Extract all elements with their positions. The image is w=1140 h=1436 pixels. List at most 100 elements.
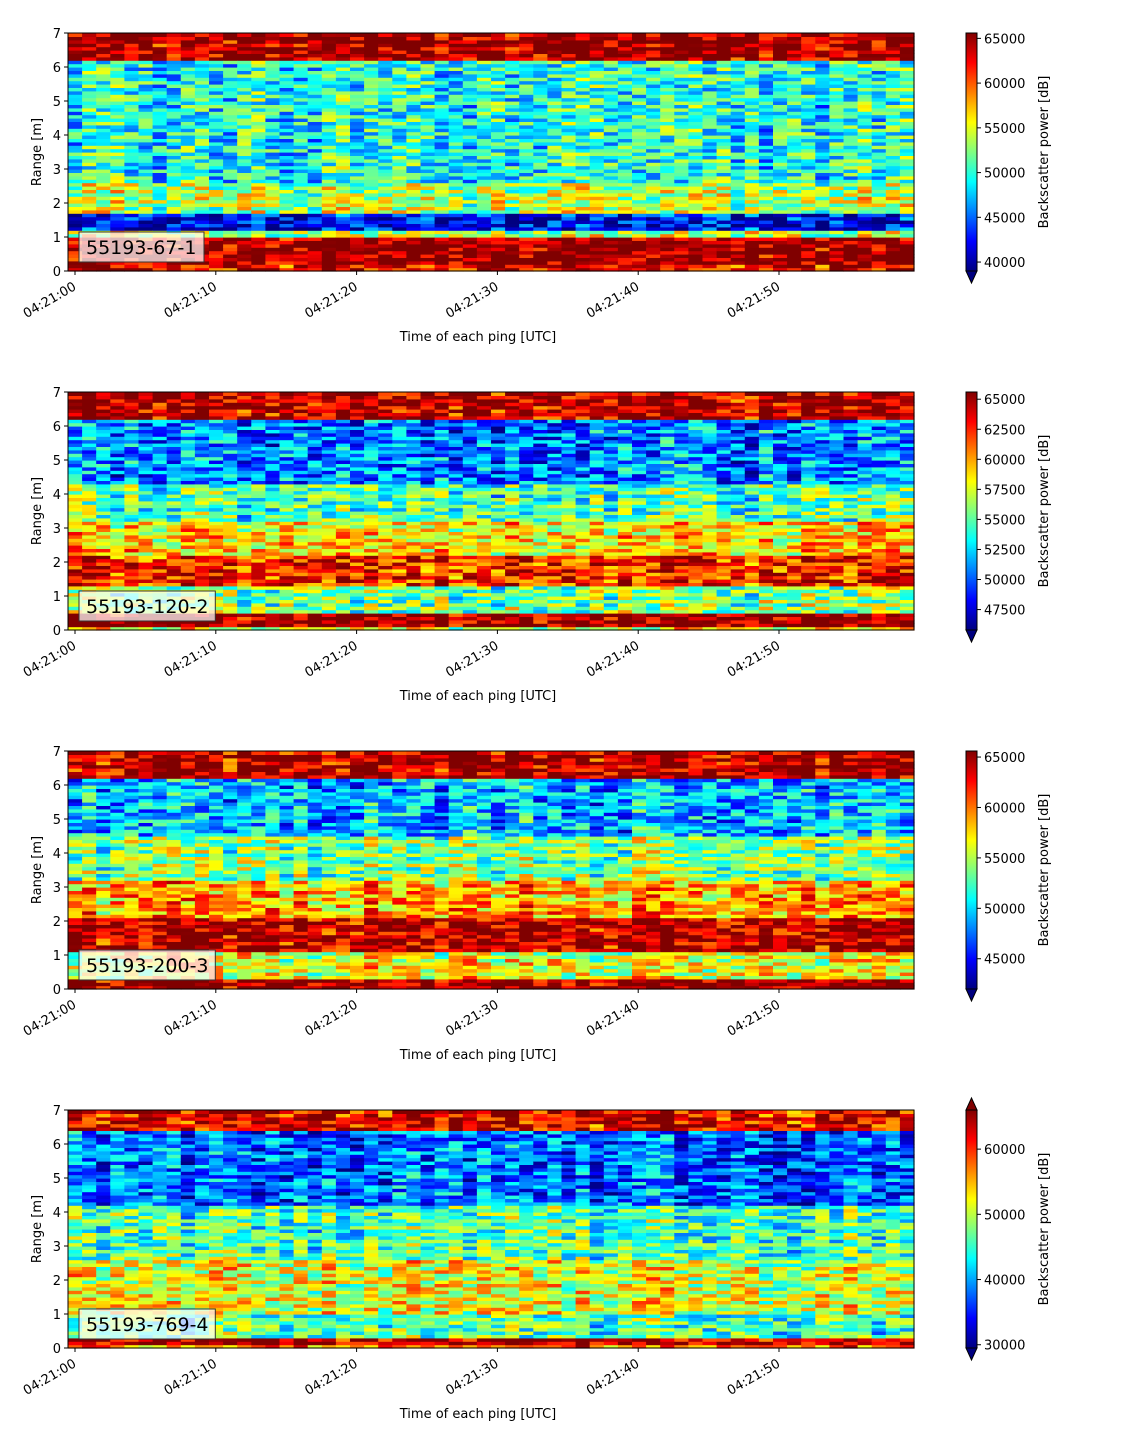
heatmap-cell: [350, 250, 365, 255]
heatmap-cell: [406, 63, 422, 68]
heatmap-cell: [350, 114, 365, 119]
heatmap-cell: [293, 90, 309, 95]
heatmap-cell: [716, 131, 732, 136]
heatmap-cell: [476, 131, 492, 136]
heatmap-cell: [279, 209, 295, 214]
heatmap-cell: [166, 101, 182, 105]
heatmap-cell: [307, 189, 323, 194]
heatmap-cell: [82, 77, 97, 82]
heatmap-cell: [462, 175, 478, 180]
heatmap-cell: [237, 186, 252, 190]
heatmap-cell: [491, 250, 506, 255]
heatmap-cell: [815, 209, 830, 214]
heatmap-cell: [251, 39, 266, 44]
heatmap-cell: [138, 267, 154, 272]
heatmap-cell: [420, 63, 436, 68]
heatmap-cell: [265, 247, 281, 252]
heatmap-cell: [180, 46, 196, 51]
heatmap-cell: [110, 33, 125, 37]
heatmap-cell: [110, 46, 125, 51]
heatmap-cell: [519, 84, 534, 88]
heatmap-cell: [321, 165, 337, 170]
heatmap-cell: [448, 237, 464, 241]
heatmap-cell: [434, 209, 450, 214]
heatmap-cell: [96, 36, 111, 41]
heatmap-cell: [603, 192, 619, 197]
heatmap-cell: [279, 247, 295, 252]
heatmap-cell: [180, 264, 196, 269]
heatmap-cell: [773, 233, 788, 238]
heatmap-cell: [420, 101, 436, 105]
heatmap-cell: [124, 213, 140, 218]
heatmap-cell: [180, 121, 196, 126]
heatmap-cell: [688, 141, 704, 146]
heatmap-cell: [392, 73, 407, 78]
heatmap-cell: [307, 124, 323, 129]
heatmap-cell: [335, 230, 351, 235]
heatmap-cell: [96, 209, 111, 214]
heatmap-cell: [350, 50, 365, 54]
heatmap-cell: [237, 46, 252, 51]
heatmap-cell: [434, 148, 450, 153]
heatmap-cell: [420, 94, 436, 99]
heatmap-cell: [773, 158, 788, 163]
heatmap-cell: [829, 250, 845, 255]
heatmap-cell: [110, 60, 125, 65]
heatmap-cell: [223, 111, 238, 116]
heatmap-cell: [448, 152, 464, 156]
heatmap-cell: [787, 216, 802, 221]
heatmap-cell: [124, 196, 140, 201]
heatmap-cell: [885, 175, 901, 180]
heatmap-cell: [434, 53, 450, 58]
heatmap-cell: [392, 97, 407, 102]
heatmap-cell: [434, 39, 450, 44]
heatmap-cell: [124, 158, 140, 163]
heatmap-cell: [251, 226, 266, 231]
heatmap-cell: [589, 141, 605, 146]
heatmap-cell: [547, 135, 563, 139]
heatmap-cell: [110, 141, 125, 146]
heatmap-cell: [815, 243, 830, 248]
heatmap-cell: [519, 46, 534, 51]
heatmap-cell: [350, 67, 365, 71]
heatmap-cell: [265, 203, 281, 207]
heatmap-cell: [392, 84, 407, 88]
heatmap-cell: [406, 233, 422, 238]
heatmap-cell: [533, 67, 548, 71]
x-tick-label: 04:21:20: [303, 279, 361, 321]
heatmap-cell: [68, 60, 83, 65]
heatmap-cell: [787, 148, 802, 153]
heatmap-cell: [110, 90, 125, 95]
heatmap-cell: [505, 257, 520, 262]
heatmap-cell: [350, 101, 365, 105]
heatmap-cell: [293, 141, 309, 146]
heatmap-cell: [491, 94, 506, 99]
heatmap-cell: [547, 196, 563, 201]
heatmap-cell: [265, 70, 281, 75]
heatmap-cell: [364, 43, 379, 48]
heatmap-cell: [152, 209, 168, 214]
heatmap-cell: [491, 111, 506, 116]
y-tick-label: 1: [53, 231, 61, 246]
heatmap-cell: [68, 220, 83, 224]
heatmap-cell: [392, 152, 407, 156]
heatmap-cell: [491, 87, 506, 92]
colorbar-tick-label: 65000: [984, 32, 1025, 47]
heatmap-cell: [462, 155, 478, 160]
heatmap-cell: [364, 111, 379, 116]
heatmap-cell: [730, 216, 746, 221]
heatmap-cell: [406, 254, 422, 258]
heatmap-cell: [505, 67, 520, 71]
heatmap-cell: [547, 213, 563, 218]
heatmap-cell: [293, 118, 309, 122]
heatmap-cell: [857, 131, 873, 136]
heatmap-cell: [392, 192, 407, 197]
heatmap-cell: [265, 165, 281, 170]
heatmap-cell: [82, 199, 97, 204]
heatmap-cell: [547, 158, 563, 163]
heatmap-cell: [138, 97, 154, 102]
heatmap-cell: [505, 97, 520, 102]
heatmap-cell: [801, 165, 816, 170]
heatmap-cell: [321, 213, 337, 218]
heatmap-cell: [885, 250, 901, 255]
